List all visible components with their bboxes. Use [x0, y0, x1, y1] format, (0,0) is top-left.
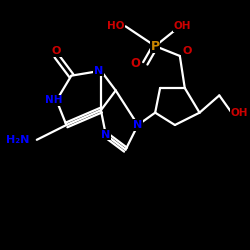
Text: OH: OH [230, 108, 248, 118]
Text: P: P [150, 40, 160, 52]
Text: O: O [130, 57, 140, 70]
Text: HO: HO [107, 21, 124, 31]
Text: O: O [182, 46, 192, 56]
Text: NH: NH [45, 95, 63, 105]
Text: H₂N: H₂N [6, 135, 30, 145]
Text: OH: OH [174, 21, 191, 31]
Text: O: O [52, 46, 61, 56]
Text: N: N [101, 130, 110, 140]
Text: N: N [133, 120, 142, 130]
Text: N: N [94, 66, 103, 76]
